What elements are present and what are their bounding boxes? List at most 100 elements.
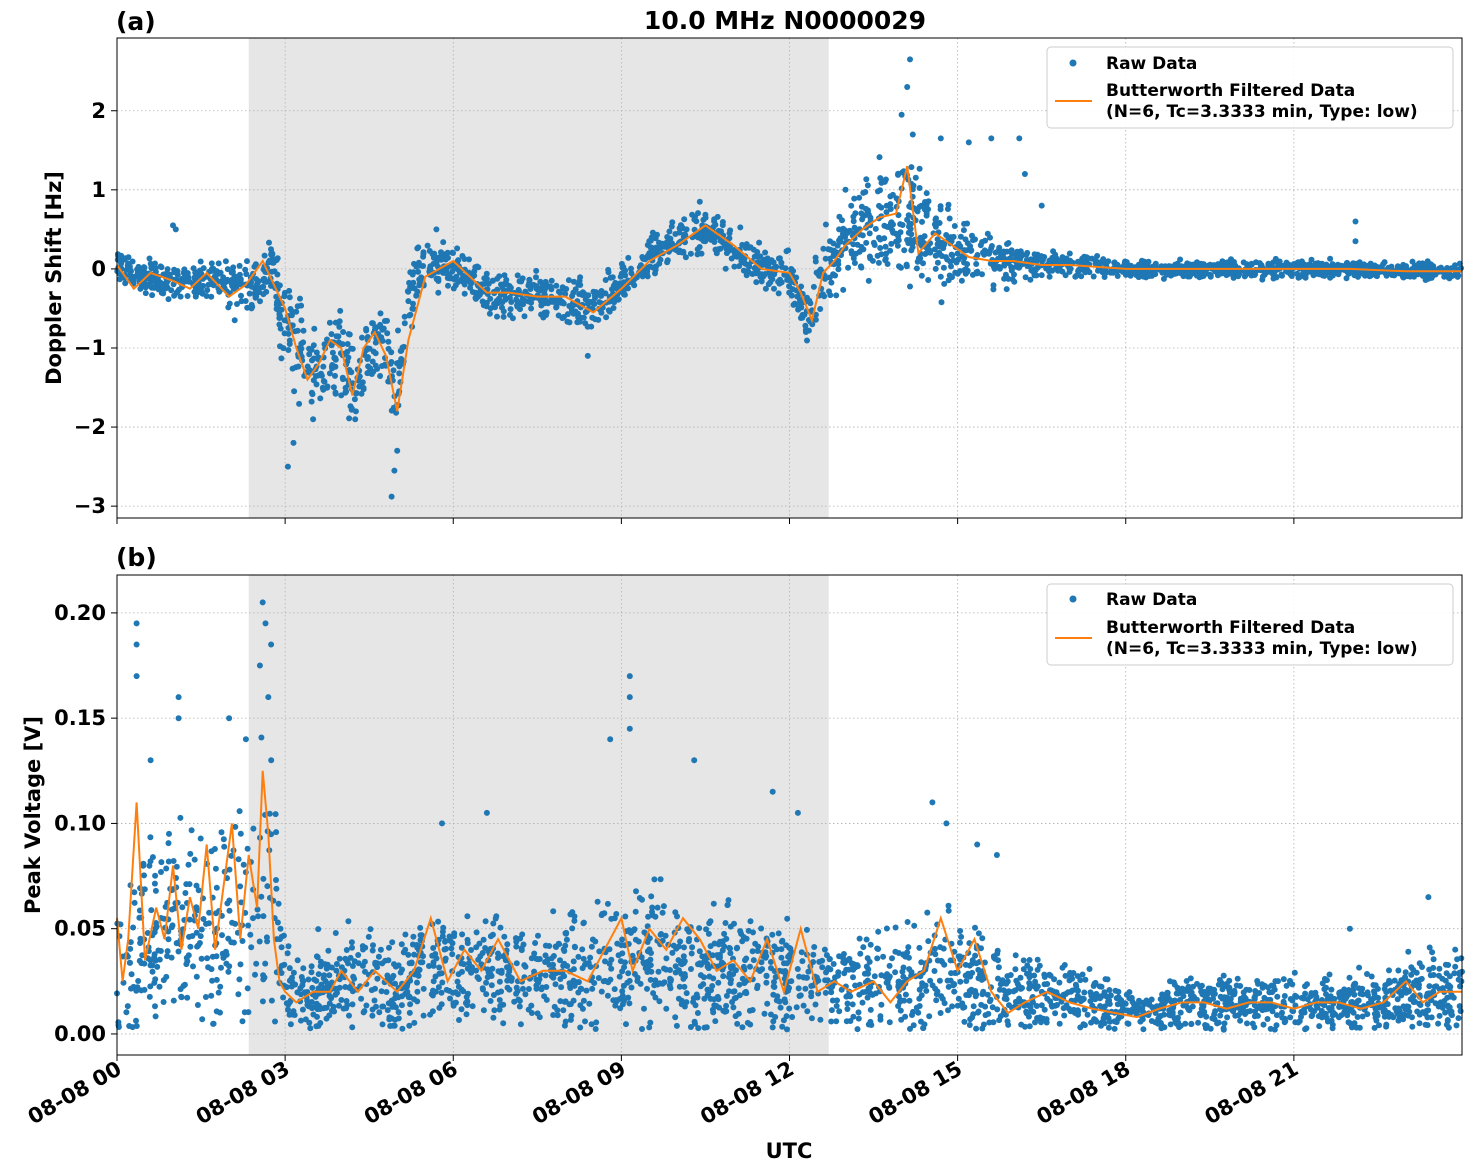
raw-data-point [521, 297, 528, 303]
raw-data-point [761, 1010, 768, 1017]
raw-data-point [292, 981, 299, 988]
raw-data-point [912, 174, 919, 181]
raw-data-point [177, 293, 184, 300]
raw-data-point [849, 1001, 856, 1008]
raw-data-point [1086, 966, 1093, 972]
raw-data-point [708, 987, 714, 994]
raw-data-point [260, 875, 267, 882]
raw-data-point [297, 295, 303, 302]
raw-data-point [236, 262, 243, 269]
raw-data-point [938, 957, 945, 964]
raw-data-point [247, 931, 254, 938]
raw-data-point [857, 263, 864, 270]
raw-data-point [374, 975, 381, 982]
raw-data-point [522, 963, 529, 970]
raw-data-point [317, 958, 324, 965]
raw-data-point [681, 983, 688, 990]
raw-data-point [1443, 970, 1450, 977]
raw-data-point [1283, 261, 1290, 268]
raw-data-point [226, 866, 233, 873]
raw-data-point [1060, 991, 1067, 998]
raw-data-point [979, 1025, 986, 1032]
raw-data-point [617, 958, 624, 965]
raw-data-point [557, 289, 564, 296]
panel-a-x-ticks [116, 518, 1295, 524]
raw-data-point [1004, 988, 1011, 995]
raw-data-point [675, 995, 682, 1002]
raw-data-point [294, 957, 301, 964]
raw-data-point [224, 266, 231, 273]
raw-data-point [308, 963, 315, 970]
raw-data-point [857, 950, 864, 957]
raw-data-point [1284, 268, 1291, 275]
raw-data-point [146, 255, 153, 262]
raw-data-point [731, 995, 738, 1002]
raw-data-point [435, 275, 442, 282]
raw-data-point [968, 247, 975, 254]
raw-data-point [657, 256, 664, 263]
raw-data-point [243, 271, 250, 278]
raw-data-point [1329, 261, 1336, 268]
raw-data-point [1359, 985, 1366, 992]
raw-data-point [405, 298, 412, 305]
raw-data-point [625, 254, 632, 261]
raw-data-point [589, 985, 596, 992]
raw-data-point [192, 269, 199, 276]
raw-data-point [1027, 966, 1034, 972]
raw-data-point [1092, 1017, 1099, 1024]
raw-data-point [1004, 1018, 1011, 1025]
raw-data-point [1376, 264, 1383, 271]
raw-data-point [922, 982, 929, 989]
raw-data-point [1289, 997, 1296, 1004]
raw-data-point [655, 968, 662, 975]
raw-data-point [1189, 1003, 1196, 1010]
raw-data-point [666, 228, 673, 235]
raw-data-point [587, 954, 594, 961]
raw-data-point [954, 250, 961, 257]
raw-data-outlier [1016, 135, 1023, 142]
raw-data-point [190, 963, 196, 970]
raw-data-point [485, 280, 492, 287]
raw-data-point [506, 966, 513, 973]
raw-data-point [602, 277, 609, 283]
raw-data-point [1166, 1007, 1173, 1014]
raw-data-point [676, 983, 683, 990]
raw-data-point [391, 961, 397, 968]
raw-data-point [1258, 1004, 1265, 1011]
raw-data-point [331, 355, 338, 361]
raw-data-point [1283, 982, 1290, 989]
raw-data-point [416, 276, 423, 283]
raw-data-point [1374, 273, 1380, 280]
raw-data-point [959, 1000, 966, 1007]
raw-data-point [569, 909, 576, 916]
raw-data-point [328, 964, 335, 971]
raw-data-point [906, 223, 912, 230]
raw-data-point [440, 239, 447, 246]
raw-data-outlier [907, 56, 913, 63]
raw-data-point [1371, 1024, 1378, 1031]
raw-data-point [159, 282, 166, 289]
figure-title: 10.0 MHz N0000029 [644, 6, 926, 35]
raw-data-point [444, 249, 451, 256]
raw-data-point [307, 1025, 314, 1032]
raw-data-point [898, 264, 904, 271]
raw-data-point [141, 886, 148, 893]
raw-data-point [1241, 993, 1247, 1000]
raw-data-point [406, 1009, 413, 1016]
raw-data-point [176, 286, 182, 293]
raw-data-point [531, 950, 538, 957]
raw-data-point [802, 322, 809, 329]
raw-data-point [995, 964, 1002, 971]
raw-data-point [1124, 1020, 1131, 1027]
raw-data-point [203, 293, 210, 299]
raw-data-point [883, 925, 890, 932]
raw-data-point [622, 267, 629, 274]
raw-data-point [614, 940, 621, 947]
raw-data-point [822, 255, 829, 262]
raw-data-point [490, 1014, 497, 1021]
raw-data-point [215, 989, 222, 996]
raw-data-point [712, 246, 719, 253]
raw-data-point [1355, 997, 1362, 1004]
